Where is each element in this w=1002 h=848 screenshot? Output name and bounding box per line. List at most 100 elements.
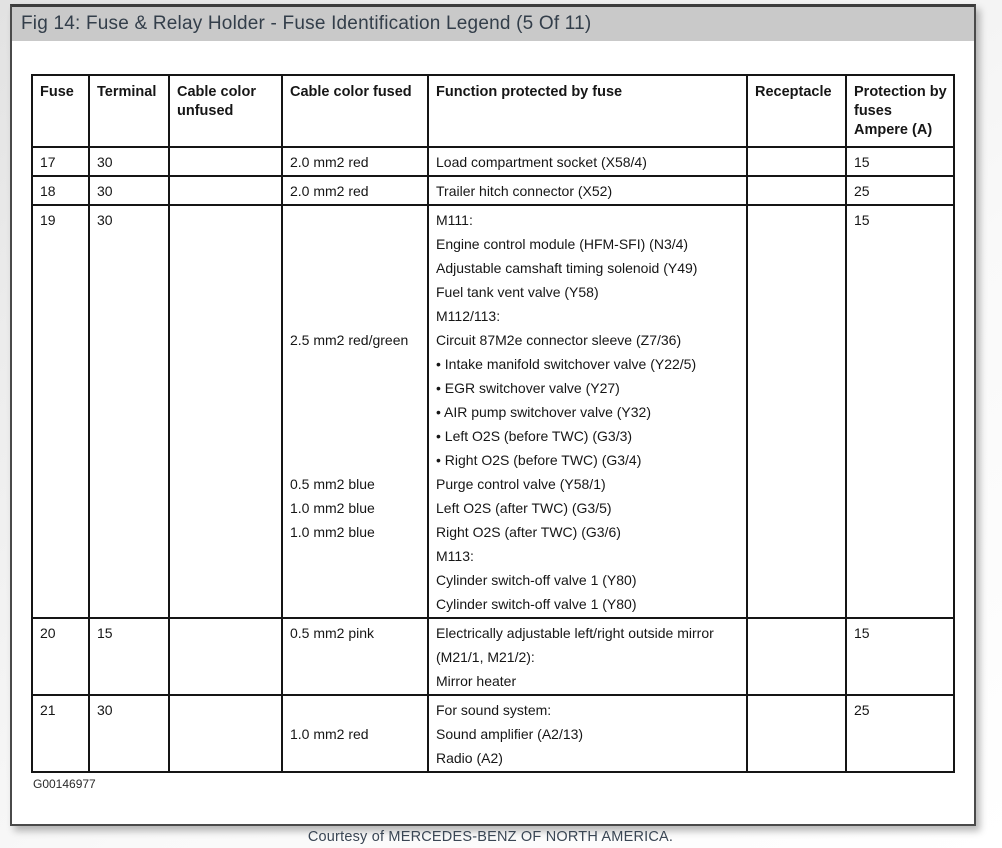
header-cell-protection: Protection by fuses Ampere (A) bbox=[854, 84, 947, 138]
figure-id: G00146977 bbox=[33, 777, 96, 791]
function-line: Mirror heater bbox=[436, 673, 517, 689]
function-line: • AIR pump switchover valve (Y32) bbox=[436, 404, 651, 420]
cable-line bbox=[290, 304, 423, 328]
function-line: M111: bbox=[436, 212, 473, 228]
table-row: 17 30 2.0 mm2 red Load compartment socke… bbox=[33, 148, 953, 177]
function-line: Electrically adjustable left/right outsi… bbox=[436, 625, 714, 641]
function-line: • Intake manifold switchover valve (Y22/… bbox=[436, 356, 697, 372]
function-line: Circuit 87M2e connector sleeve (Z7/36) bbox=[436, 332, 682, 348]
function-line: Cylinder switch-off valve 1 (Y80) bbox=[436, 596, 637, 612]
figure-panel: Fig 14: Fuse & Relay Holder - Fuse Ident… bbox=[10, 4, 976, 845]
cable-line bbox=[290, 698, 423, 722]
function-line: Cylinder switch-off valve 1 (Y80) bbox=[436, 572, 637, 588]
function-line: • Right O2S (before TWC) (G3/4) bbox=[436, 452, 642, 468]
table-row: 18 30 2.0 mm2 red Trailer hitch connecto… bbox=[33, 177, 953, 206]
receptacle-cell bbox=[748, 206, 847, 617]
cable-line bbox=[290, 669, 423, 693]
courtesy-note: Courtesy of MERCEDES-BENZ OF NORTH AMERI… bbox=[307, 829, 674, 845]
cable-fused-cell: 2.0 mm2 red bbox=[283, 177, 429, 204]
cable-unfused-cell bbox=[170, 619, 283, 694]
terminal-cell: 30 bbox=[90, 148, 170, 175]
function-cell: Load compartment socket (X58/4) bbox=[429, 148, 748, 175]
fuse-cell: 18 bbox=[33, 177, 90, 204]
header-cell-cable-unfused: Cable color unfused bbox=[170, 76, 283, 146]
cable-fused-cell: 2.0 mm2 red bbox=[283, 148, 429, 175]
cable-unfused-cell bbox=[170, 148, 283, 175]
header-cell-terminal: Terminal bbox=[90, 76, 170, 146]
cable-line: 0.5 mm2 pink bbox=[290, 625, 375, 641]
cable-fused-cell: 1.0 mm2 red bbox=[283, 696, 429, 771]
function-line: • EGR switchover valve (Y27) bbox=[436, 380, 620, 396]
terminal-cell: 15 bbox=[90, 619, 170, 694]
receptacle-cell bbox=[748, 619, 847, 694]
function-line: Fuel tank vent valve (Y58) bbox=[436, 284, 599, 300]
cable-line bbox=[290, 568, 423, 592]
header-cell-fuse: Fuse bbox=[33, 76, 90, 146]
function-cell: Trailer hitch connector (X52) bbox=[429, 177, 748, 204]
cable-line bbox=[290, 592, 423, 616]
header-cell-function: Function protected by fuse bbox=[429, 76, 748, 146]
function-line: Left O2S (after TWC) (G3/5) bbox=[436, 500, 612, 516]
function-cell: Electrically adjustable left/right outsi… bbox=[429, 619, 748, 694]
cable-line: 2.0 mm2 red bbox=[290, 183, 369, 199]
table-row: 19 30 2.5 mm2 red/green bbox=[33, 206, 953, 619]
function-line: Radio (A2) bbox=[436, 750, 503, 766]
cable-line bbox=[290, 376, 423, 400]
fuse-table: Fuse Terminal Cable color unfused Cable … bbox=[31, 74, 955, 773]
function-line: Purge control valve (Y58/1) bbox=[436, 476, 606, 492]
cable-line bbox=[290, 400, 423, 424]
function-line: Engine control module (HFM-SFI) (N3/4) bbox=[436, 236, 689, 252]
table-header-row: Fuse Terminal Cable color unfused Cable … bbox=[33, 76, 953, 148]
header-cell-receptacle: Receptacle bbox=[748, 76, 847, 146]
fuse-cell: 17 bbox=[33, 148, 90, 175]
terminal-cell: 30 bbox=[90, 696, 170, 771]
header-cell-cable-fused: Cable color fused bbox=[283, 76, 429, 146]
receptacle-cell bbox=[748, 177, 847, 204]
function-line: Adjustable camshaft timing solenoid (Y49… bbox=[436, 260, 698, 276]
figure-title: Fig 14: Fuse & Relay Holder - Fuse Ident… bbox=[21, 13, 592, 34]
cable-line bbox=[290, 645, 423, 669]
cable-fused-cell: 2.5 mm2 red/green 0.5 mm2 blue 1.0 mm2 b… bbox=[283, 206, 429, 617]
cable-line: 2.5 mm2 red/green bbox=[290, 332, 409, 348]
figure-title-bar: Fig 14: Fuse & Relay Holder - Fuse Ident… bbox=[12, 7, 974, 41]
function-cell: M111: Engine control module (HFM-SFI) (N… bbox=[429, 206, 748, 617]
amps-cell: 15 bbox=[854, 212, 870, 228]
function-line: • Left O2S (before TWC) (G3/3) bbox=[436, 428, 633, 444]
cable-line: 2.0 mm2 red bbox=[290, 154, 369, 170]
function-line: Trailer hitch connector (X52) bbox=[436, 183, 613, 199]
amps-cell: 25 bbox=[854, 702, 870, 718]
cable-line bbox=[290, 424, 423, 448]
function-line: For sound system: bbox=[436, 702, 552, 718]
function-line: Load compartment socket (X58/4) bbox=[436, 154, 647, 170]
terminal-cell: 30 bbox=[90, 206, 170, 617]
cable-line bbox=[290, 544, 423, 568]
function-line: Sound amplifier (A2/13) bbox=[436, 726, 584, 742]
cable-line bbox=[290, 232, 423, 256]
amps-cell: 15 bbox=[854, 154, 870, 170]
cable-line: 0.5 mm2 blue bbox=[290, 476, 375, 492]
function-line: M112/113: bbox=[436, 308, 501, 324]
cable-unfused-cell bbox=[170, 206, 283, 617]
table-row: 20 15 0.5 mm2 pink Electrically adjustab… bbox=[33, 619, 953, 696]
function-line: (M21/1, M21/2): bbox=[436, 649, 535, 665]
function-line: M113: bbox=[436, 548, 474, 564]
fuse-cell: 20 bbox=[33, 619, 90, 694]
cable-line: 1.0 mm2 blue bbox=[290, 524, 375, 540]
amps-cell: 25 bbox=[854, 183, 870, 199]
figure-body: Fuse Terminal Cable color unfused Cable … bbox=[12, 41, 974, 845]
cable-fused-cell: 0.5 mm2 pink bbox=[283, 619, 429, 694]
terminal-cell: 30 bbox=[90, 177, 170, 204]
cable-line bbox=[290, 280, 423, 304]
receptacle-cell bbox=[748, 148, 847, 175]
receptacle-cell bbox=[748, 696, 847, 771]
cable-line: 1.0 mm2 blue bbox=[290, 500, 375, 516]
cable-line bbox=[290, 352, 423, 376]
cable-line bbox=[290, 208, 423, 232]
cable-unfused-cell bbox=[170, 696, 283, 771]
table-row: 21 30 1.0 mm2 red For sound system: Soun… bbox=[33, 696, 953, 771]
fuse-cell: 21 bbox=[33, 696, 90, 771]
cable-unfused-cell bbox=[170, 177, 283, 204]
cable-line: 1.0 mm2 red bbox=[290, 726, 369, 742]
function-line: Right O2S (after TWC) (G3/6) bbox=[436, 524, 621, 540]
